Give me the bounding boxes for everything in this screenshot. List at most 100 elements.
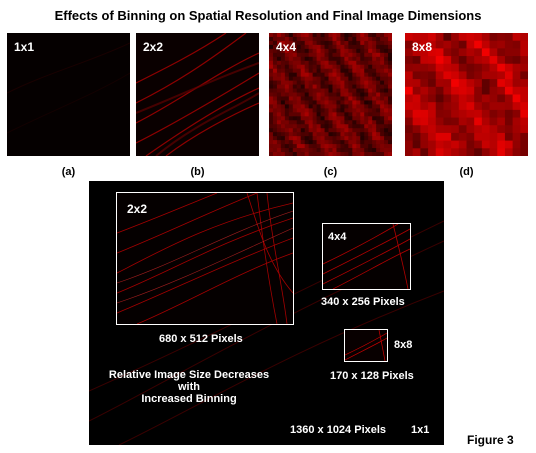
binned-pixel (489, 148, 498, 156)
binned-pixel (340, 144, 345, 149)
binned-pixel (364, 80, 369, 86)
binned-pixel (384, 112, 389, 117)
binned-pixel (320, 88, 326, 94)
binned-pixel (284, 76, 290, 82)
binned-pixel (316, 92, 322, 97)
binned-pixel (324, 33, 330, 38)
binned-pixel (512, 48, 521, 57)
binned-pixel (497, 71, 506, 80)
binned-pixel (376, 128, 381, 133)
binned-pixel (360, 60, 365, 66)
binned-pixel (466, 86, 475, 95)
binned-pixel (328, 80, 333, 86)
binned-pixel (428, 63, 437, 72)
binned-pixel (474, 79, 483, 88)
binned-pixel (384, 116, 389, 121)
binned-pixel (504, 48, 514, 57)
binned-pixel (368, 140, 373, 145)
binned-pixel (356, 68, 361, 74)
binned-pixel (336, 120, 341, 125)
binned-pixel (360, 136, 365, 141)
binned-pixel (376, 108, 381, 113)
binned-pixel (320, 33, 326, 38)
binned-pixel (269, 148, 274, 153)
binned-pixel (284, 64, 290, 70)
binned-pixel (356, 120, 361, 125)
binned-pixel (412, 125, 421, 134)
binned-pixel (520, 102, 528, 111)
binned-pixel (340, 36, 345, 42)
binned-pixel (512, 79, 521, 88)
binned-pixel (352, 152, 357, 156)
binned-pixel (360, 80, 365, 86)
binned-pixel (458, 71, 467, 80)
binned-pixel (288, 76, 294, 82)
binned-pixel (320, 144, 326, 149)
binned-pixel (420, 140, 429, 149)
binned-pixel (372, 128, 377, 133)
binned-pixel (497, 94, 506, 103)
binned-pixel (451, 40, 460, 49)
binned-pixel (466, 132, 475, 142)
binned-pixel (368, 76, 373, 82)
binned-pixel (384, 128, 389, 133)
binned-pixel (280, 116, 286, 121)
binned-pixel (435, 148, 444, 156)
binned-pixel (352, 144, 357, 149)
binned-pixel (380, 84, 385, 90)
binned-pixel (316, 44, 322, 50)
binned-pixel (284, 52, 290, 58)
binned-pixel (288, 140, 294, 145)
binned-pixel (276, 88, 282, 94)
binned-pixel (292, 112, 298, 117)
binned-pixel (340, 100, 345, 105)
binned-pixel (328, 44, 333, 50)
binned-pixel (348, 36, 353, 42)
binned-pixel (332, 140, 337, 145)
binned-pixel (360, 44, 365, 50)
binned-pixel (324, 112, 330, 117)
binned-pixel (372, 108, 377, 113)
binned-pixel (336, 124, 341, 129)
binned-pixel (360, 112, 365, 117)
binned-pixel (344, 36, 349, 42)
binned-pixel (272, 44, 278, 50)
binned-pixel (280, 148, 286, 153)
binned-pixel (336, 40, 341, 46)
binned-pixel (364, 116, 369, 121)
binned-pixel (292, 120, 298, 125)
binned-pixel (336, 128, 341, 133)
binned-pixel (332, 100, 337, 105)
binned-pixel (376, 44, 381, 50)
binned-pixel (292, 80, 298, 86)
binned-pixel (316, 112, 322, 117)
binned-pixel (388, 76, 392, 82)
binned-pixel (356, 92, 361, 97)
binned-pixel (308, 88, 314, 94)
binned-pixel (284, 40, 290, 46)
binned-pixel (308, 80, 314, 86)
binned-pixel (376, 104, 381, 109)
binned-pixel (304, 124, 310, 129)
binned-pixel (481, 33, 491, 42)
binned-pixel (376, 76, 381, 82)
binned-pixel (296, 84, 302, 90)
binned-pixel (272, 72, 278, 78)
binned-pixel (474, 63, 483, 72)
binned-pixel (296, 72, 302, 78)
binned-pixel (276, 132, 282, 137)
binned-pixel (388, 72, 392, 78)
binned-pixel (284, 140, 290, 145)
binned-pixel (344, 120, 349, 125)
binned-pixel (296, 48, 302, 54)
binned-pixel (344, 144, 349, 149)
binned-pixel (364, 140, 369, 145)
binned-pixel (280, 48, 286, 54)
binned-pixel (344, 136, 349, 141)
binned-pixel (328, 124, 333, 129)
binned-pixel (284, 36, 290, 42)
binned-pixel (372, 80, 377, 86)
binned-pixel (312, 44, 318, 50)
binned-pixel (320, 60, 326, 66)
binned-pixel (340, 136, 345, 141)
